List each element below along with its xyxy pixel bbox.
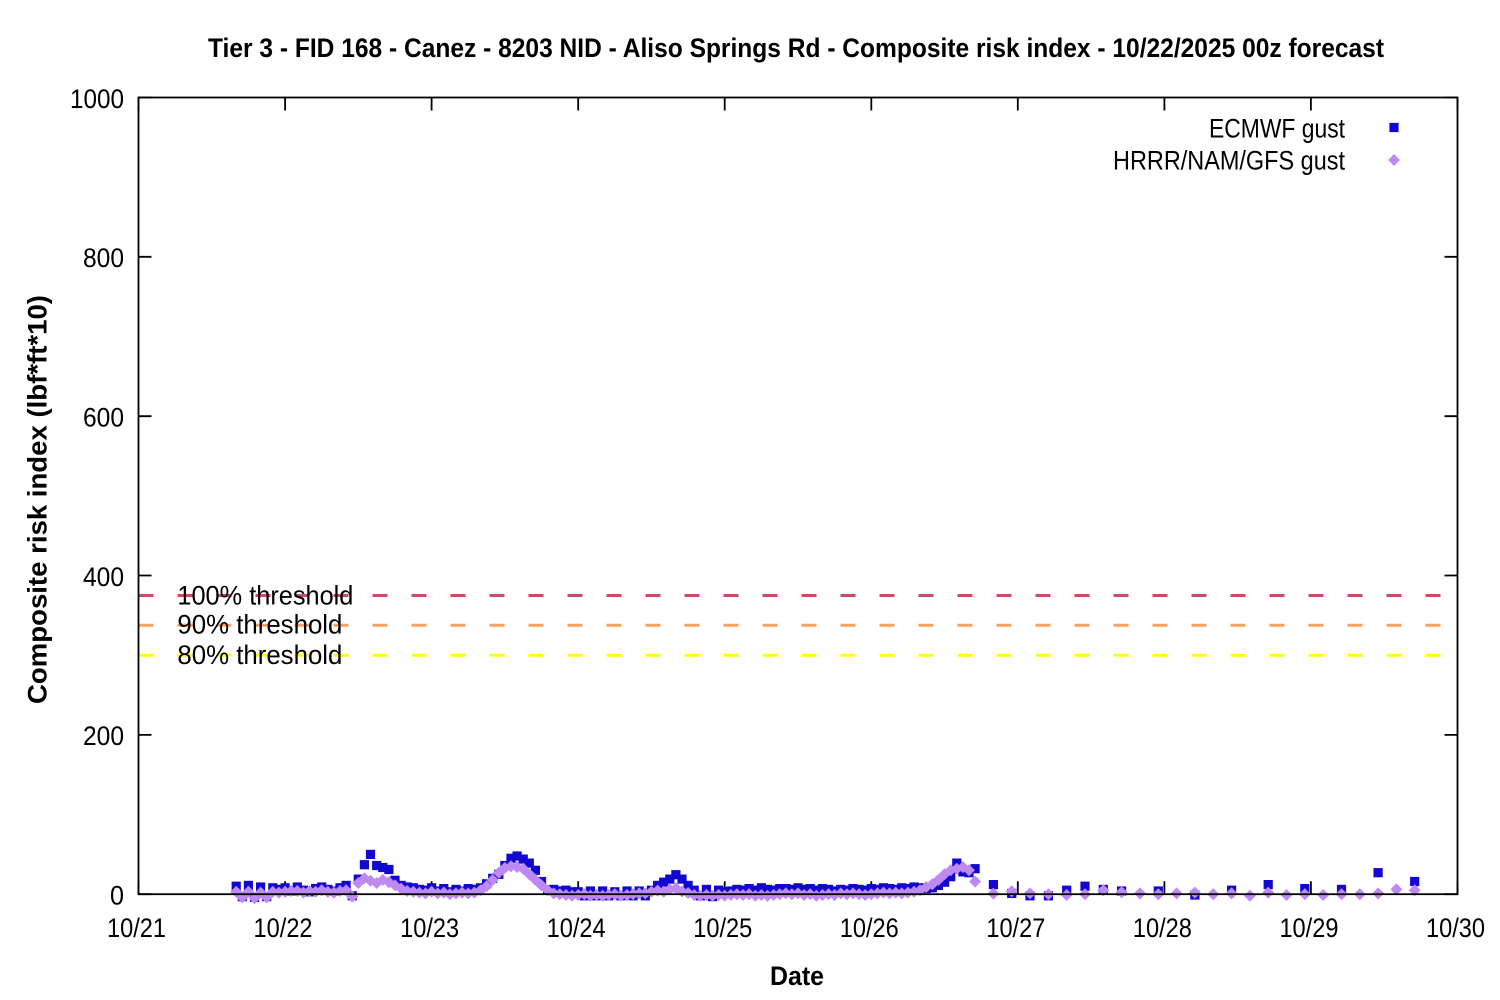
svg-text:Date: Date [770,961,824,991]
svg-text:0: 0 [110,881,124,911]
svg-text:10/23: 10/23 [400,913,459,943]
svg-text:10/27: 10/27 [986,913,1045,943]
svg-text:400: 400 [83,562,124,592]
svg-text:10/30: 10/30 [1426,913,1485,943]
svg-text:600: 600 [83,402,124,432]
svg-text:10/24: 10/24 [547,913,606,943]
svg-text:90% threshold: 90% threshold [177,610,342,640]
svg-text:200: 200 [83,721,124,751]
svg-text:10/22: 10/22 [254,913,313,943]
svg-text:10/29: 10/29 [1279,913,1338,943]
svg-text:ECMWF gust: ECMWF gust [1209,114,1345,144]
svg-text:10/26: 10/26 [840,913,899,943]
svg-text:1000: 1000 [70,84,124,114]
svg-text:HRRR/NAM/GFS gust: HRRR/NAM/GFS gust [1113,146,1345,176]
svg-text:Composite risk index (lbf*ft*1: Composite risk index (lbf*ft*10) [23,295,53,704]
svg-text:800: 800 [83,243,124,273]
svg-text:100% threshold: 100% threshold [177,581,353,611]
svg-text:Tier 3 - FID 168 - Canez - 820: Tier 3 - FID 168 - Canez - 8203 NID - Al… [208,33,1384,63]
svg-text:80% threshold: 80% threshold [177,640,342,670]
svg-text:10/21: 10/21 [107,913,166,943]
svg-text:10/28: 10/28 [1133,913,1192,943]
svg-text:10/25: 10/25 [693,913,752,943]
